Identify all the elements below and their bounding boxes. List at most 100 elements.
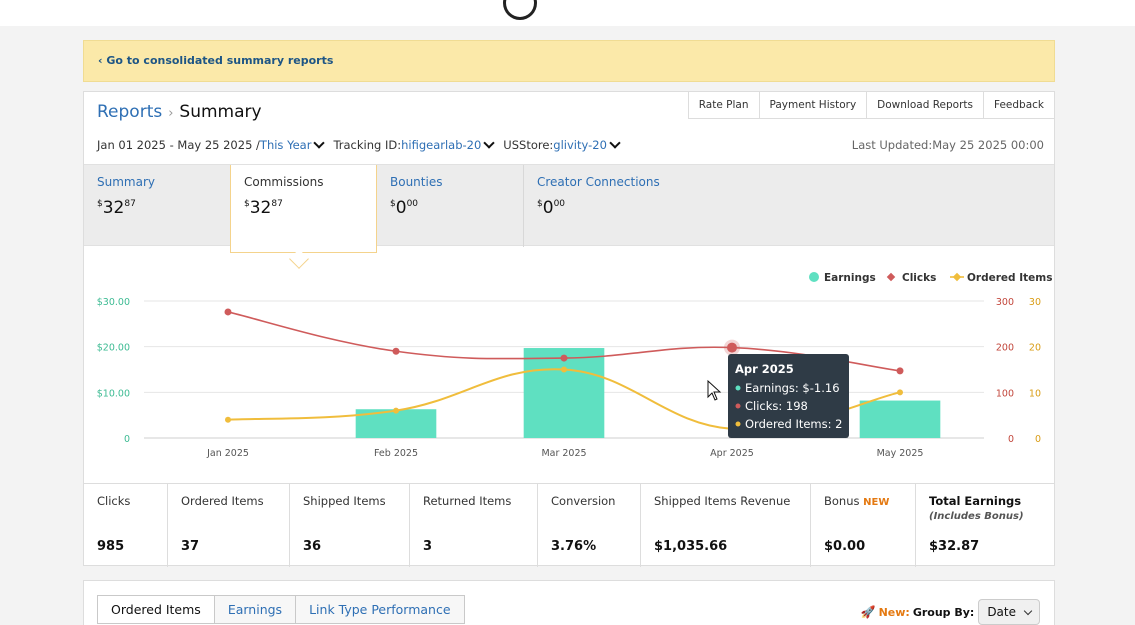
metric-bonus-label: Bonus NEW bbox=[824, 494, 890, 508]
earnings-bar bbox=[859, 400, 941, 438]
feedback-tab[interactable]: Feedback bbox=[982, 91, 1055, 119]
tab-link-type-performance[interactable]: Link Type Performance bbox=[296, 595, 465, 624]
metric-shipped-revenue-value: $1,035.66 bbox=[654, 539, 728, 554]
tile-creator-connections-label: Creator Connections bbox=[537, 175, 660, 189]
chart-tooltip bbox=[728, 354, 849, 438]
tooltip-marker bbox=[735, 421, 741, 427]
tracking-id-label: Tracking ID: bbox=[333, 138, 402, 152]
ordered-items-point bbox=[561, 366, 567, 373]
details-panel: Ordered Items Earnings Link Type Perform… bbox=[83, 580, 1055, 625]
tile-summary[interactable]: Summary $3287 bbox=[84, 165, 230, 247]
mouse-cursor-icon bbox=[707, 379, 722, 401]
download-reports-tab[interactable]: Download Reports bbox=[866, 91, 983, 119]
group-by-label: Group By: bbox=[912, 605, 975, 619]
metric-total-earnings-value: $32.87 bbox=[929, 539, 980, 554]
earnings-bar bbox=[523, 348, 605, 438]
metric-shipped-revenue: Shipped Items Revenue $1,035.66 bbox=[641, 484, 811, 567]
metric-shipped-items-value: 36 bbox=[303, 539, 322, 554]
tile-commissions-amount: $3287 bbox=[244, 198, 283, 218]
period-dropdown[interactable]: This Year bbox=[259, 138, 312, 152]
tab-earnings[interactable]: Earnings bbox=[214, 595, 297, 624]
clicks-point bbox=[896, 367, 904, 375]
tab-ordered-items[interactable]: Ordered Items bbox=[97, 595, 215, 624]
last-updated: Last Updated:May 25 2025 00:00 bbox=[851, 138, 1044, 152]
new-badge: NEW bbox=[863, 497, 890, 508]
metric-clicks-value: 985 bbox=[97, 539, 125, 554]
metric-total-earnings-label: Total Earnings bbox=[929, 494, 1022, 508]
metric-clicks-label: Clicks bbox=[97, 494, 131, 508]
x-tick-label: Mar 2025 bbox=[541, 448, 586, 459]
tile-bounties-amount: $000 bbox=[390, 198, 419, 218]
tile-creator-connections-amount: $000 bbox=[537, 198, 566, 218]
metrics-row: Clicks 985 Ordered Items 37 Shipped Item… bbox=[84, 483, 1054, 567]
legend-clicks-marker bbox=[886, 272, 896, 282]
metric-ordered-items: Ordered Items 37 bbox=[168, 484, 290, 567]
metric-bonus-value: $0.00 bbox=[824, 539, 866, 554]
metric-conversion: Conversion 3.76% bbox=[538, 484, 641, 567]
clicks-point bbox=[392, 347, 400, 355]
tooltip-marker bbox=[735, 385, 741, 391]
tile-bounties[interactable]: Bounties $000 bbox=[377, 165, 524, 247]
date-range: Jan 01 2025 - May 25 2025 / bbox=[97, 138, 260, 152]
earnings-chart: $30.00 300 30$20.00 200 20$10.00 100 100 0 0Jan … bbox=[97, 272, 1052, 459]
metric-shipped-items-label: Shipped Items bbox=[303, 494, 386, 508]
tile-summary-amount: $3287 bbox=[97, 198, 136, 218]
y-right-items-tick-label: 30 bbox=[1029, 297, 1041, 308]
y-left-tick-label: 0 bbox=[124, 434, 130, 445]
y-right-items-tick-label: 20 bbox=[1029, 343, 1041, 354]
y-left-tick-label: $20.00 bbox=[97, 343, 130, 354]
tooltip-marker bbox=[735, 403, 741, 409]
tooltip-row: Earnings: $-1.16 bbox=[745, 381, 840, 395]
clicks-point bbox=[727, 342, 737, 353]
y-right-clicks-tick-label: 100 bbox=[996, 388, 1014, 399]
metric-bonus: Bonus NEW $0.00 bbox=[811, 484, 916, 567]
tile-creator-connections[interactable]: Creator Connections $000 bbox=[524, 165, 724, 247]
ordered-items-point bbox=[897, 389, 903, 396]
legend-earnings-label: Earnings bbox=[824, 272, 876, 284]
clicks-point bbox=[224, 308, 232, 316]
payment-history-tab[interactable]: Payment History bbox=[758, 91, 867, 119]
browser-top-strip bbox=[0, 0, 1135, 26]
metric-clicks: Clicks 985 bbox=[84, 484, 168, 567]
metric-conversion-value: 3.76% bbox=[551, 539, 597, 554]
breadcrumb: Reports › Summary bbox=[97, 102, 262, 122]
y-right-items-tick-label: 10 bbox=[1029, 388, 1041, 399]
metric-shipped-revenue-label: Shipped Items Revenue bbox=[654, 494, 791, 508]
tooltip-row: Ordered Items: 2 bbox=[745, 417, 842, 431]
metric-ordered-items-value: 37 bbox=[181, 539, 200, 554]
consolidated-summary-link[interactable]: ‹ Go to consolidated summary reports bbox=[98, 54, 334, 67]
x-tick-label: May 2025 bbox=[877, 448, 924, 459]
tracking-chevron-icon[interactable] bbox=[483, 137, 495, 149]
y-right-clicks-tick-label: 0 bbox=[1008, 434, 1014, 445]
breadcrumb-separator: › bbox=[168, 106, 174, 121]
clicks-point bbox=[560, 354, 568, 362]
y-right-clicks-tick-label: 200 bbox=[996, 343, 1014, 354]
report-filters: Jan 01 2025 - May 25 2025 / This Year Tr… bbox=[97, 137, 625, 152]
rocket-icon: 🚀 bbox=[860, 605, 876, 619]
tooltip-title: Apr 2025 bbox=[735, 362, 794, 376]
metric-shipped-items: Shipped Items 36 bbox=[290, 484, 410, 567]
period-chevron-icon[interactable] bbox=[313, 137, 326, 149]
tracking-id-dropdown[interactable]: hifigearlab-20 bbox=[401, 138, 482, 152]
group-by-select[interactable]: Date bbox=[978, 599, 1040, 625]
store-label: USStore: bbox=[503, 138, 554, 152]
legend-items-marker bbox=[952, 272, 962, 282]
breadcrumb-reports-link[interactable]: Reports bbox=[97, 102, 163, 122]
chevron-down-icon bbox=[1023, 606, 1033, 615]
metric-returned-items-label: Returned Items bbox=[423, 494, 512, 508]
y-left-tick-label: $30.00 bbox=[97, 297, 130, 308]
metric-returned-items-value: 3 bbox=[423, 539, 433, 554]
store-dropdown[interactable]: glivity-20 bbox=[553, 138, 607, 152]
legend-clicks-label: Clicks bbox=[902, 272, 936, 284]
loading-icon bbox=[503, 0, 537, 20]
metric-total-earnings: Total Earnings (Includes Bonus) $32.87 bbox=[916, 484, 1054, 567]
tile-commissions[interactable]: Commissions $3287 bbox=[230, 165, 377, 253]
report-panel: Reports › Summary Rate Plan Payment Histor… bbox=[83, 91, 1055, 567]
ordered-items-point bbox=[393, 407, 399, 414]
store-chevron-icon[interactable] bbox=[609, 137, 621, 149]
metric-returned-items: Returned Items 3 bbox=[410, 484, 538, 567]
tile-commissions-label: Commissions bbox=[244, 175, 324, 189]
tile-summary-label: Summary bbox=[97, 175, 155, 189]
rate-plan-tab[interactable]: Rate Plan bbox=[687, 91, 759, 119]
ordered-items-point bbox=[225, 416, 231, 423]
